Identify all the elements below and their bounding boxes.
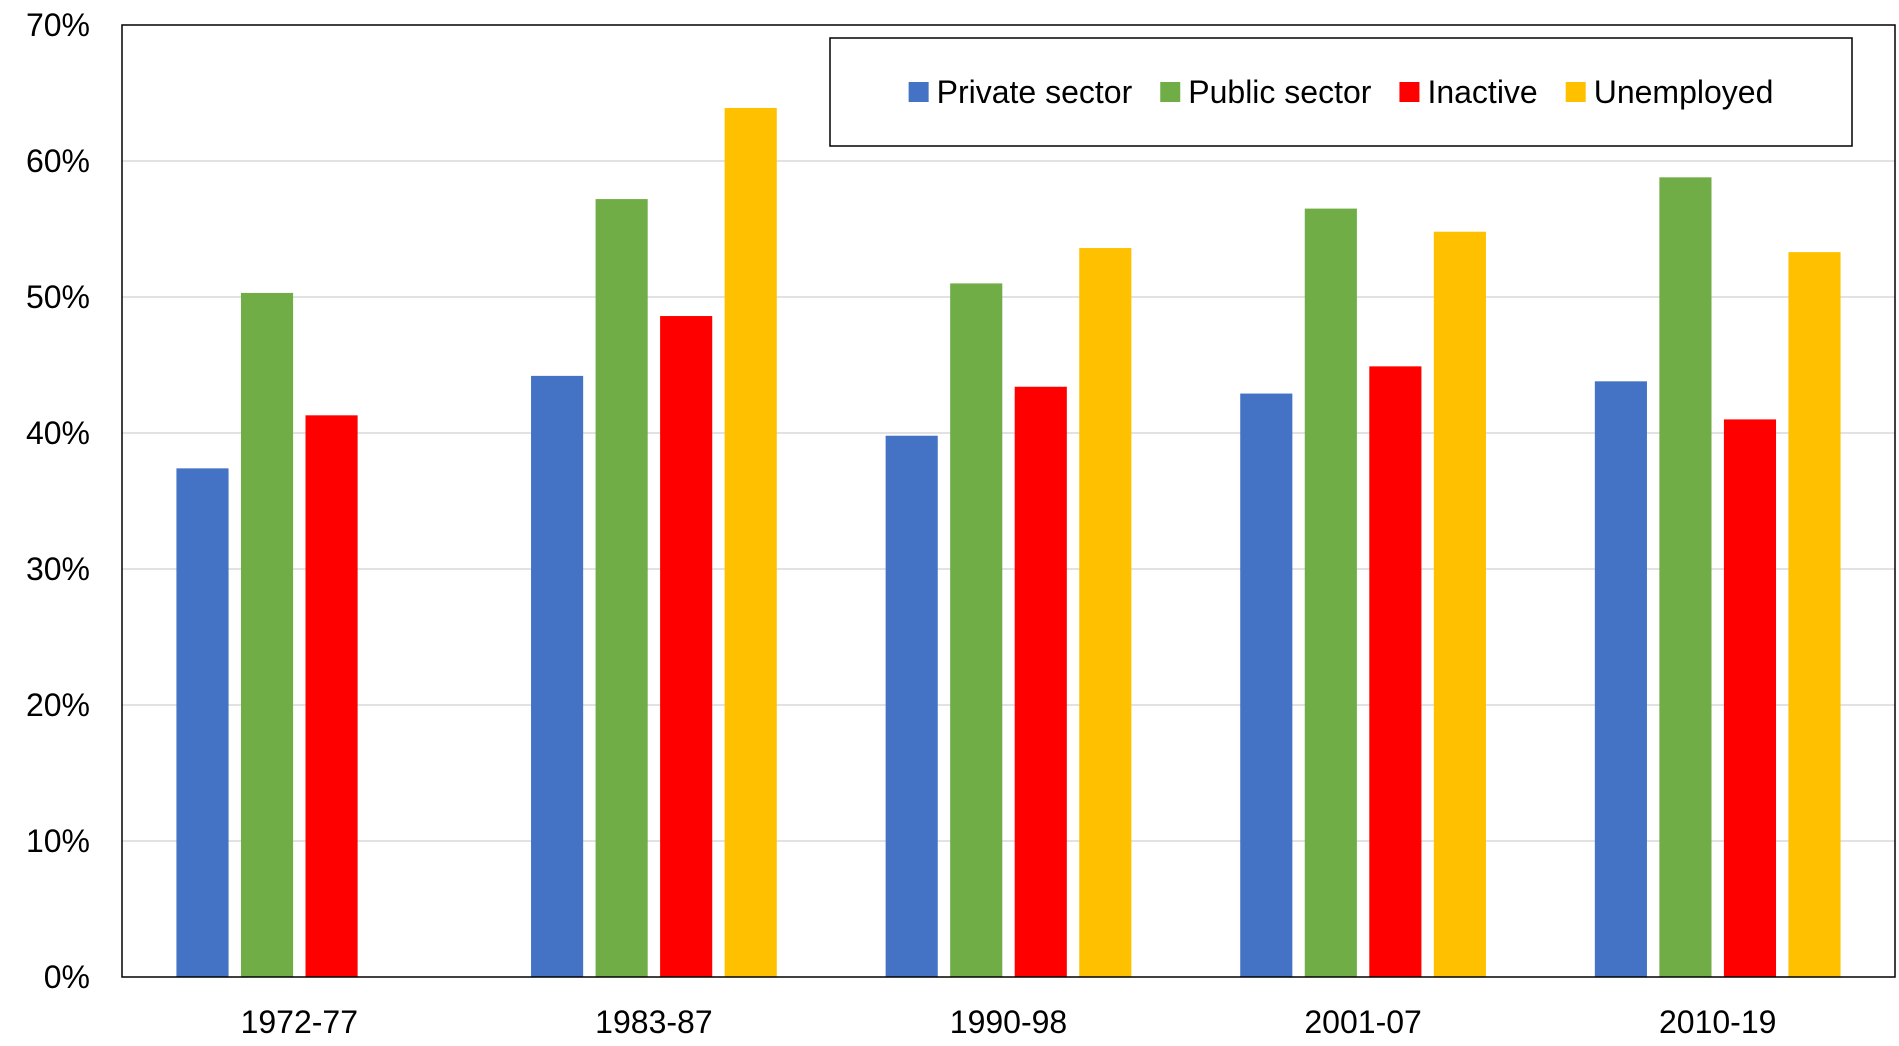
- bar-unemployed: [1788, 252, 1841, 977]
- bar-private-sector: [885, 435, 938, 978]
- x-tick-label: 1990-98: [950, 1004, 1067, 1040]
- legend-item: Inactive: [1399, 74, 1538, 110]
- y-tick-label: 20%: [26, 687, 90, 723]
- bar-public-sector: [1304, 208, 1357, 978]
- bar-private-sector: [531, 375, 584, 977]
- x-tick-label: 2001-07: [1304, 1004, 1421, 1040]
- bar-inactive: [660, 316, 713, 977]
- x-tick-label: 1972-77: [241, 1004, 358, 1040]
- legend: Private sector Public sector Inactive Unemp…: [829, 37, 1853, 147]
- bar-inactive: [1723, 419, 1777, 977]
- bar-private-sector: [1594, 381, 1647, 977]
- legend-swatch: [1160, 82, 1181, 102]
- bar-private-sector: [176, 468, 229, 977]
- y-tick-label: 0%: [44, 959, 90, 995]
- y-tick-label: 10%: [26, 823, 90, 859]
- bar-inactive: [1369, 366, 1422, 977]
- legend-item: Public sector: [1160, 74, 1372, 110]
- bar-unemployed: [1079, 248, 1132, 978]
- plot-frame: [121, 24, 1896, 978]
- y-tick-label: 70%: [26, 7, 90, 43]
- bar-public-sector: [950, 283, 1003, 977]
- legend-swatch: [908, 82, 929, 102]
- y-tick-label: 30%: [26, 551, 90, 587]
- legend-label: Inactive: [1427, 74, 1537, 110]
- legend-swatch: [1565, 82, 1586, 102]
- legend-swatch: [1399, 82, 1420, 102]
- bar-inactive: [1014, 386, 1067, 977]
- bar-public-sector: [1659, 177, 1712, 977]
- legend-label: Private sector: [937, 74, 1133, 110]
- legend-box: [829, 37, 1853, 147]
- legend-label: Public sector: [1188, 74, 1372, 110]
- bar-public-sector: [595, 199, 648, 977]
- bar-private-sector: [1240, 393, 1293, 977]
- bar-public-sector: [240, 292, 294, 977]
- x-axis-tick-labels: 1972-77 1983-87 1990-98 2001-07 2010-19: [241, 1004, 1777, 1040]
- bar-inactive: [305, 415, 358, 977]
- y-axis-tick-labels: 0% 10% 20% 30% 40% 50% 60% 70%: [26, 7, 90, 995]
- x-tick-label: 2010-19: [1659, 1004, 1776, 1040]
- legend-item: Private sector: [908, 74, 1133, 110]
- bars: [176, 107, 1841, 978]
- bar-unemployed: [1433, 231, 1486, 978]
- y-tick-label: 50%: [26, 279, 90, 315]
- legend-label: Unemployed: [1594, 74, 1774, 110]
- bar-unemployed: [724, 107, 777, 977]
- legend-item: Unemployed: [1565, 74, 1774, 110]
- x-tick-label: 1983-87: [595, 1004, 712, 1040]
- y-tick-label: 40%: [26, 415, 90, 451]
- y-tick-label: 60%: [26, 143, 90, 179]
